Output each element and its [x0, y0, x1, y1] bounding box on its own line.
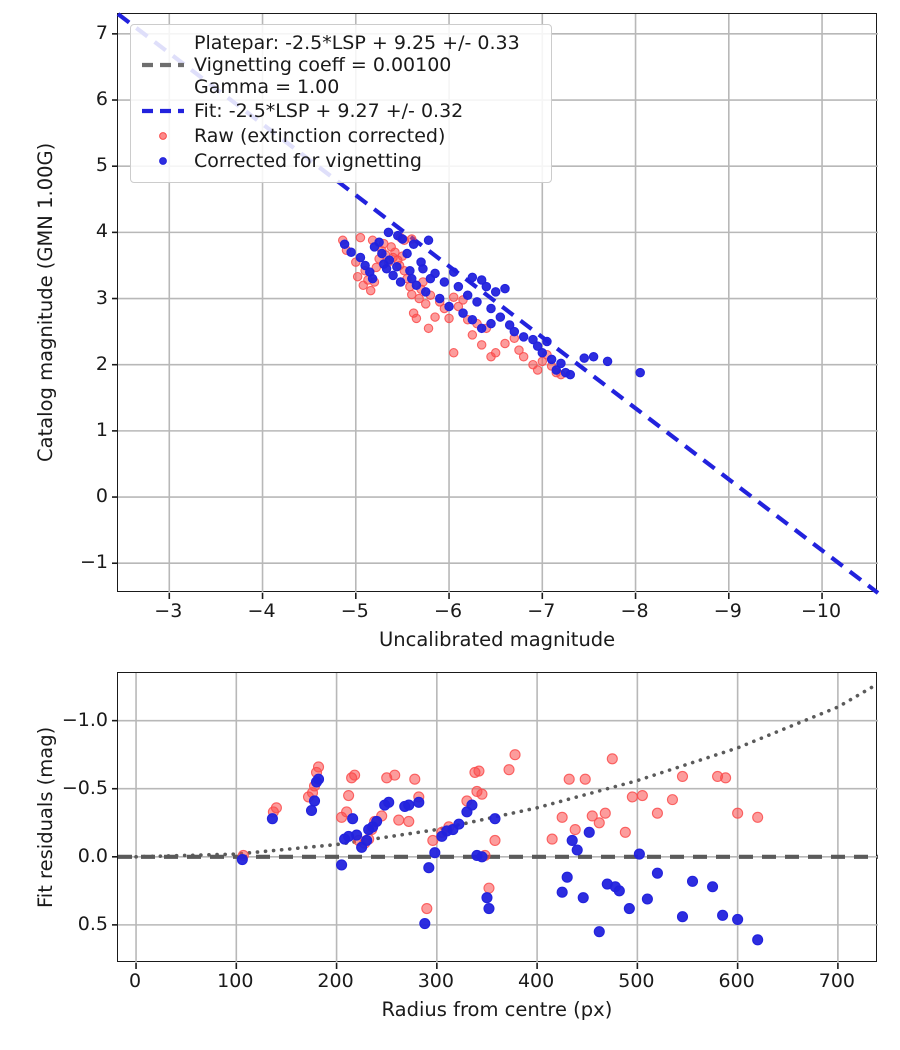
calibration-y-tick-label: 2 [95, 352, 108, 375]
residuals-x-tick-label: 100 [217, 970, 254, 992]
residuals-x-tick-label: 600 [718, 970, 755, 992]
calibration-y-tick-label: 1 [95, 418, 108, 441]
calibration-y-tick-label: −1 [79, 551, 108, 574]
calibration-y-tick-label: 5 [95, 154, 108, 177]
legend-entry: Fit: -2.5*LSP + 9.27 +/- 0.32 [140, 99, 540, 124]
residuals-y-axis-title: Fit residuals (mag) [34, 726, 57, 908]
residuals-x-tick-label: 300 [417, 970, 454, 992]
calibration-x-tick-label: −4 [247, 600, 276, 622]
calibration-x-tick-label: −3 [154, 600, 183, 622]
calibration-y-axis-title: Catalog magnitude (GMN 1.00G) [34, 142, 57, 462]
legend-label: Corrected for vignetting [194, 150, 422, 173]
calibration-x-tick-label: −10 [800, 600, 842, 622]
calibration-x-tick-label: −6 [434, 600, 463, 622]
residuals-x-tick-label: 500 [618, 970, 655, 992]
calibration-x-tick-label: −7 [527, 600, 556, 622]
residuals-x-tick-label: 0 [129, 970, 142, 992]
residuals-x-tick-label: 700 [818, 970, 856, 992]
residuals-x-tick-label: 400 [517, 970, 555, 992]
residuals-plot-canvas [112, 673, 878, 969]
blue-dashed-line-icon [140, 100, 186, 122]
calibration-x-axis-title: Uncalibrated magnitude [379, 628, 616, 651]
residuals-x-tick-label: 200 [317, 970, 354, 992]
legend-entry: Raw (extinction corrected) [140, 124, 540, 149]
legend-entry: Corrected for vignetting [140, 149, 540, 174]
calibration-y-tick-label: 4 [95, 220, 108, 243]
legend-label: Fit: -2.5*LSP + 9.27 +/- 0.32 [194, 100, 464, 123]
calibration-x-tick-label: −8 [620, 600, 649, 622]
residuals-plot-panel [112, 672, 878, 969]
calibration-plot-canvas [112, 12, 880, 599]
residuals-y-tick-label: −1.0 [61, 708, 108, 731]
residuals-y-tick-label: −0.5 [61, 776, 108, 799]
legend-entry: Platepar: -2.5*LSP + 9.25 +/- 0.33 Vigne… [140, 32, 540, 99]
calibration-y-tick-label: 6 [95, 88, 108, 111]
legend-label: Raw (extinction corrected) [194, 125, 446, 148]
calibration-x-tick-label: −9 [713, 600, 742, 622]
blue-dot-marker-icon [140, 150, 186, 172]
calibration-y-tick-label: 3 [95, 286, 108, 309]
calibration-x-tick-label: −5 [340, 600, 369, 622]
red-dot-marker-icon [140, 125, 186, 147]
legend-label: Platepar: -2.5*LSP + 9.25 +/- 0.33 Vigne… [194, 32, 520, 99]
residuals-y-tick-label: 0.0 [77, 844, 108, 867]
residuals-y-tick-label: 0.5 [77, 912, 108, 935]
calibration-y-tick-label: 7 [95, 21, 108, 44]
plot-legend: Platepar: -2.5*LSP + 9.25 +/- 0.33 Vigne… [130, 24, 552, 183]
gray-dashed-line-icon [140, 54, 186, 76]
calibration-y-tick-label: 0 [95, 485, 108, 508]
residuals-x-axis-title: Radius from centre (px) [381, 998, 613, 1021]
